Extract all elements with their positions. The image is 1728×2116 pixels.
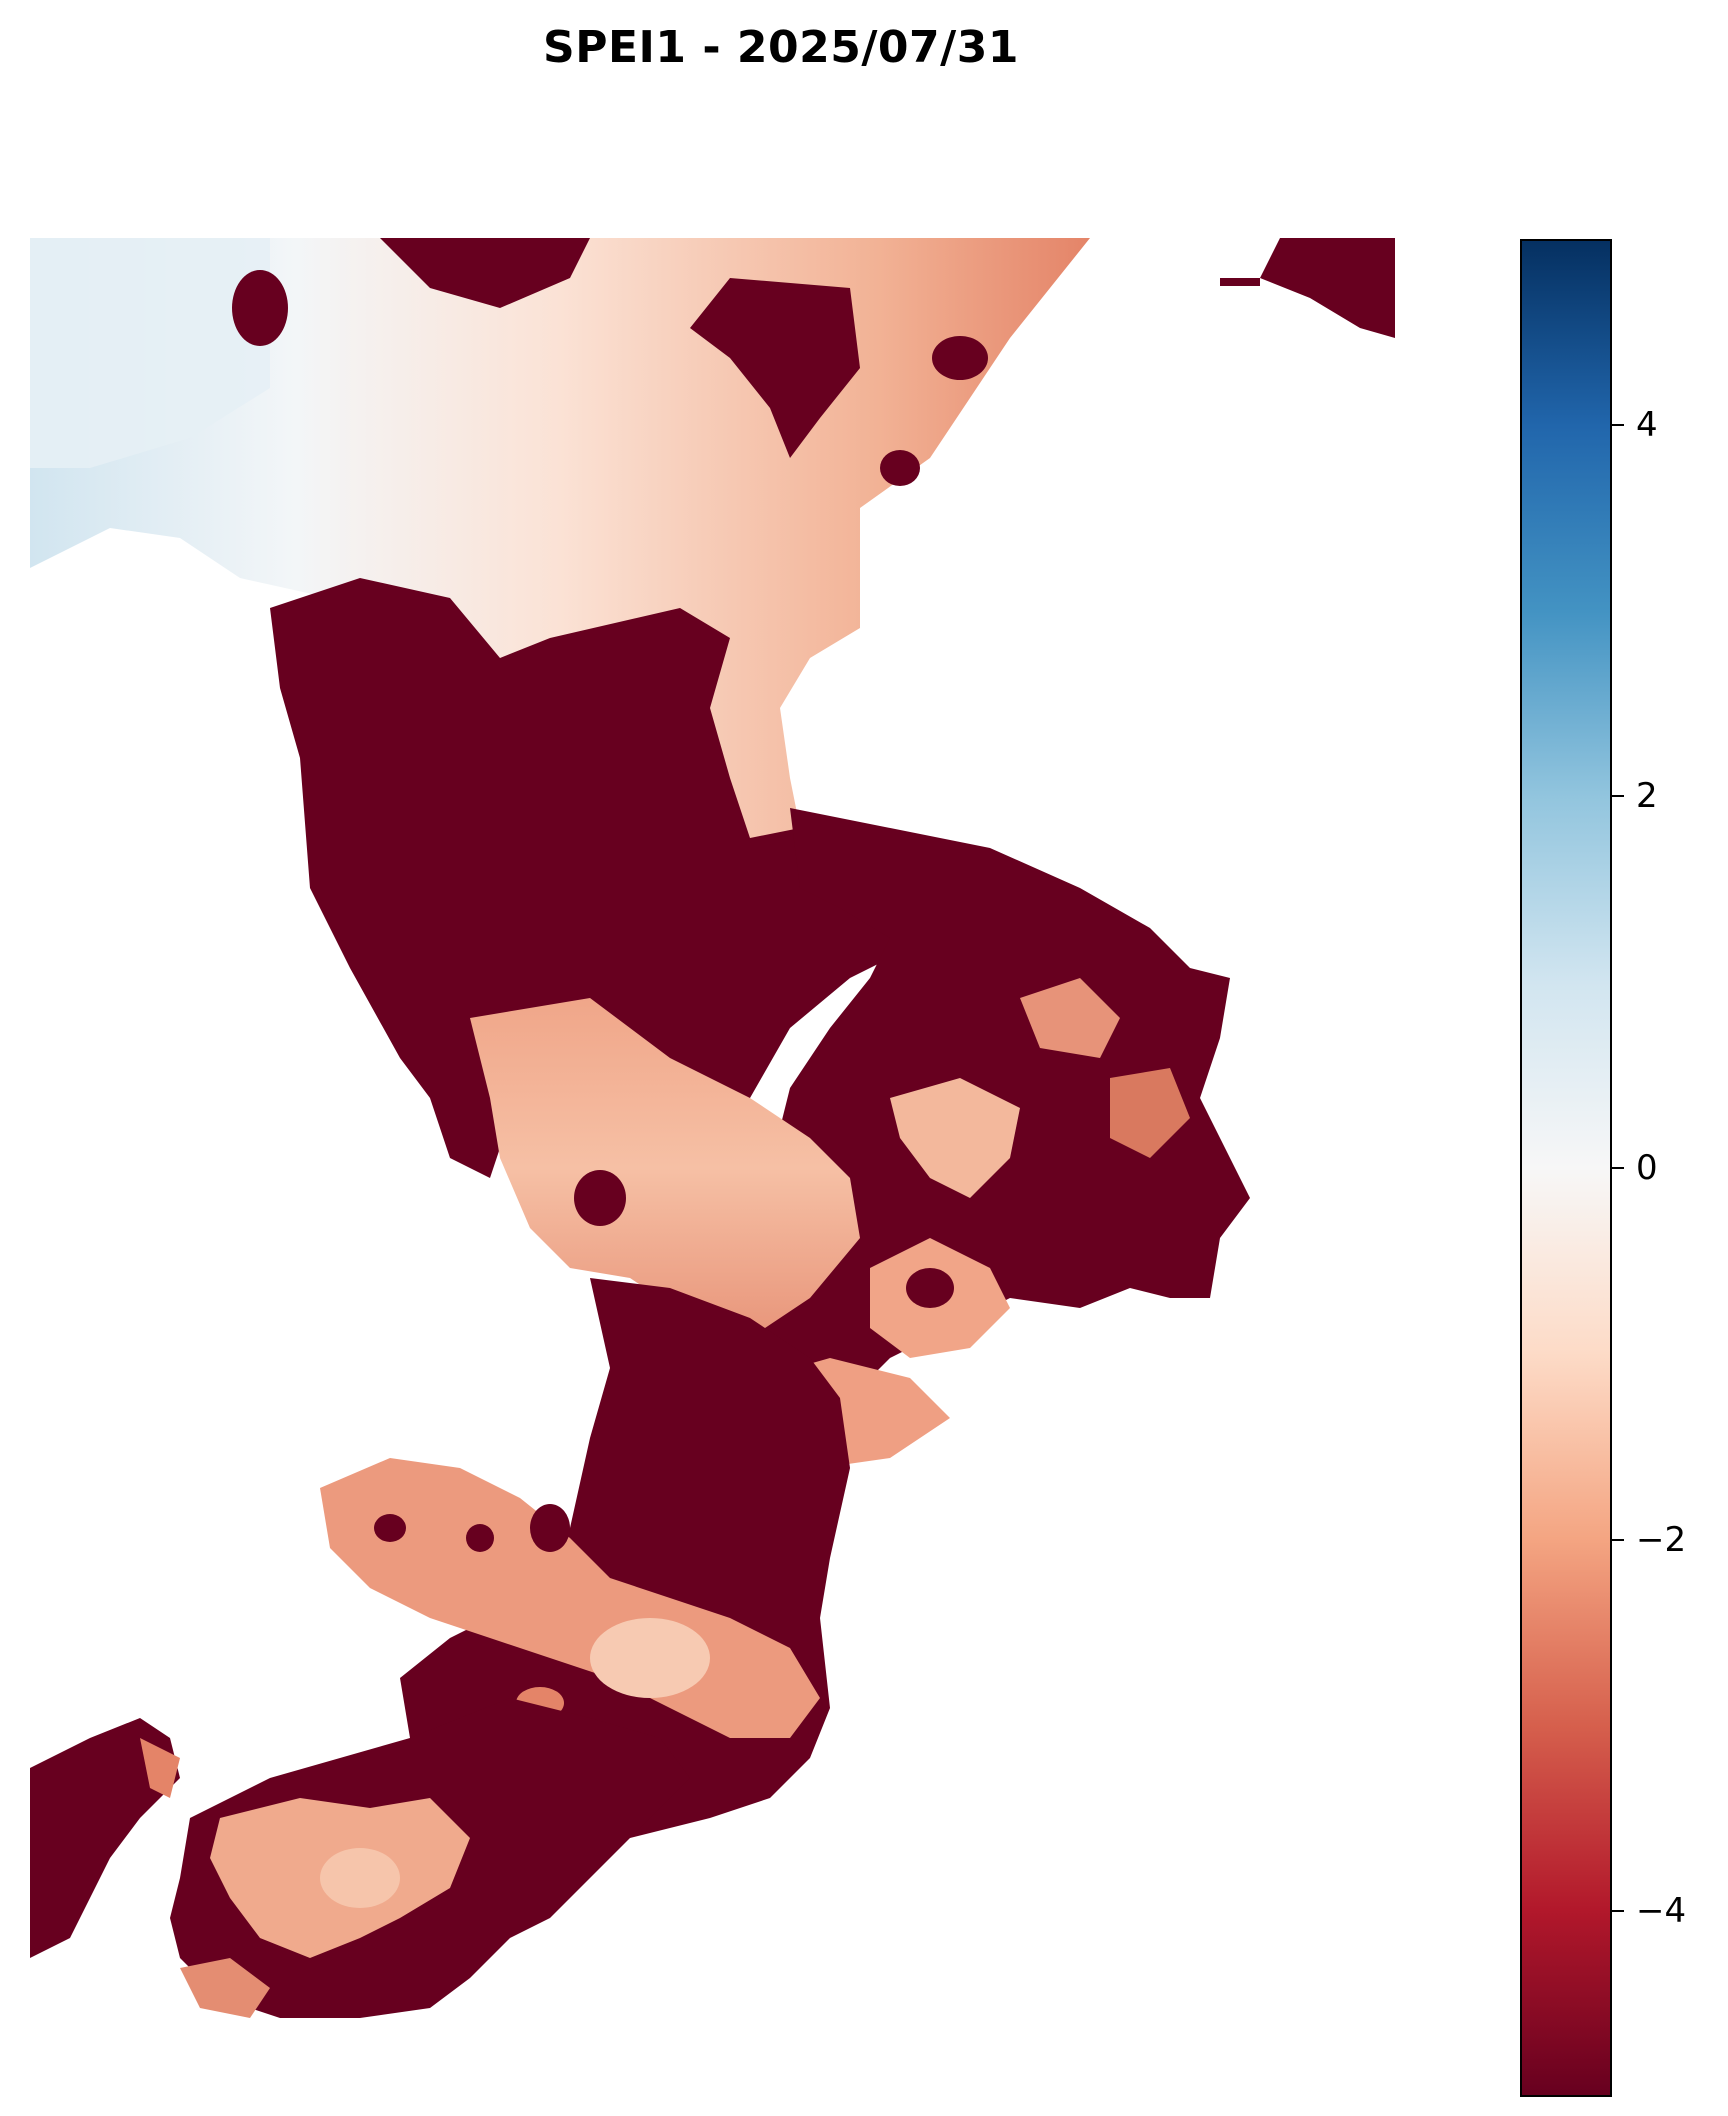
drought-blob [690,278,860,458]
mild-patch [1020,978,1120,1058]
colorbar-tick-label: −4 [1636,1891,1687,1932]
colorbar-axis: 4 2 0 −2 −4 [1612,239,1712,2097]
drought-blob [466,1524,494,1552]
mild-patch [890,1078,1020,1198]
drought-blob [1220,278,1260,286]
mild-patch [1110,1068,1190,1158]
colorbar-tick-mark [1612,1538,1624,1541]
colorbar-tick-label: 0 [1636,1148,1658,1188]
colorbar [1520,239,1612,2097]
colorbar-tick-label: −2 [1636,1519,1687,1560]
drought-blob [574,1170,626,1226]
drought-blob [530,1504,570,1552]
colorbar-tick-mark [1612,1910,1624,1913]
drought-blob [1260,238,1395,338]
mild-patch [470,998,860,1338]
colorbar-tick-label: 2 [1636,776,1658,817]
mild-patch [590,1618,710,1698]
colorbar-tick-mark [1612,1167,1624,1169]
map-region-central [270,578,930,1178]
colorbar-tick-mark [1612,423,1624,426]
mild-patch [320,1848,400,1908]
map-region-west-islet [30,1718,180,1958]
drought-blob [374,1514,406,1542]
drought-blob [932,336,988,380]
drought-blob [906,1268,954,1308]
mild-patch [140,1738,180,1798]
colorbar-tick-mark [1612,795,1624,798]
drought-blob [380,238,590,308]
drought-blob [880,450,920,486]
map-region-northwest [30,238,270,468]
map-title: SPEI1 - 2025/07/31 [543,22,1019,73]
colorbar-tick-label: 4 [1636,404,1658,445]
drought-blob [232,270,288,346]
mild-patch [180,1958,270,2018]
spei-map [30,238,1425,2030]
